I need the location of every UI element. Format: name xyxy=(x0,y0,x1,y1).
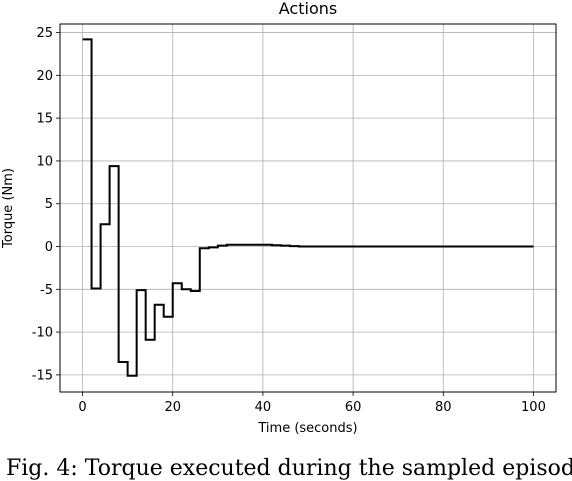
plot-frame xyxy=(59,23,557,393)
figure-caption: Fig. 4: Torque executed during the sampl… xyxy=(6,456,572,481)
y-axis-ticks: -15 -10 -5 0 5 10 15 20 25 xyxy=(32,26,60,383)
series-line-torque xyxy=(82,38,534,377)
chart-title: Actions xyxy=(279,0,337,18)
x-axis-title: Time (seconds) xyxy=(257,421,357,436)
y-tick-label: -5 xyxy=(40,283,53,298)
grid xyxy=(60,24,556,392)
y-tick-label: -10 xyxy=(32,326,53,341)
x-axis-ticks: 0 20 40 60 80 100 xyxy=(78,392,546,415)
y-tick-label: 0 xyxy=(45,240,53,255)
x-tick-label: 20 xyxy=(164,400,181,415)
y-tick-label: -15 xyxy=(32,368,53,383)
x-tick-label: 100 xyxy=(521,400,546,415)
series-layer xyxy=(82,38,534,377)
y-tick-label: 15 xyxy=(36,112,53,127)
x-tick-label: 0 xyxy=(78,400,86,415)
y-tick-label: 20 xyxy=(36,69,53,84)
x-tick-label: 60 xyxy=(345,400,362,415)
y-tick-label: 10 xyxy=(36,154,53,169)
x-tick-label: 80 xyxy=(435,400,452,415)
y-axis-title: Torque (Nm) xyxy=(1,168,16,249)
plot-background xyxy=(60,24,556,392)
y-tick-label: 5 xyxy=(45,197,53,212)
x-tick-label: 40 xyxy=(255,400,272,415)
y-tick-label: 25 xyxy=(36,26,53,41)
